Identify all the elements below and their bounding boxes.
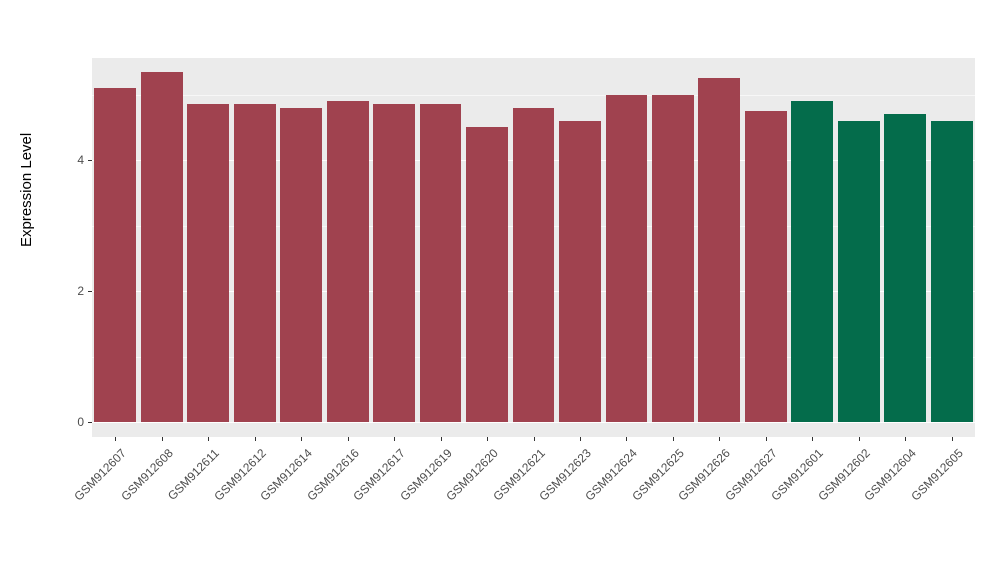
bar-GSM912625 <box>652 94 694 422</box>
bar-GSM912601 <box>791 101 834 422</box>
x-tick-mark <box>672 437 674 441</box>
y-tick-mark <box>88 422 92 423</box>
x-tick-mark <box>951 437 953 441</box>
y-tick-label: 0 <box>77 415 84 429</box>
bar-GSM912608 <box>140 71 183 422</box>
y-axis-label: Expression Level <box>18 132 35 247</box>
x-tick-mark <box>115 437 117 441</box>
x-tick-mark <box>347 437 349 441</box>
x-tick-mark <box>394 437 396 441</box>
bar-GSM912619 <box>419 104 462 422</box>
y-tick-label: 2 <box>77 284 84 298</box>
bar-GSM912612 <box>233 104 276 422</box>
x-tick-mark <box>301 437 303 441</box>
y-tick-mark <box>88 291 92 292</box>
x-tick-mark <box>533 437 535 441</box>
minor-gridline <box>92 94 975 96</box>
x-tick-mark <box>719 437 721 441</box>
x-tick-mark <box>254 437 256 441</box>
bar-GSM912604 <box>884 114 927 422</box>
bar-GSM912602 <box>837 120 880 422</box>
x-tick-mark <box>812 437 814 441</box>
x-tick-mark <box>161 437 163 441</box>
bar-GSM912627 <box>744 110 787 422</box>
x-tick-mark <box>579 437 581 441</box>
bar-GSM912614 <box>280 107 323 422</box>
bar-GSM912623 <box>559 120 601 422</box>
x-tick-mark <box>858 437 860 441</box>
bar-GSM912621 <box>512 107 555 422</box>
x-tick-mark <box>626 437 628 441</box>
major-gridline <box>92 422 975 423</box>
bar-GSM912616 <box>326 101 369 422</box>
bar-GSM912620 <box>466 127 508 422</box>
bar-GSM912624 <box>605 94 648 422</box>
x-tick-mark <box>440 437 442 441</box>
bar-GSM912611 <box>187 104 230 422</box>
bar-GSM912605 <box>930 120 973 422</box>
plot-panel <box>92 58 975 437</box>
y-tick-mark <box>88 160 92 161</box>
x-tick-mark <box>765 437 767 441</box>
x-tick-mark <box>905 437 907 441</box>
bar-GSM912617 <box>373 104 415 422</box>
x-tick-mark <box>208 437 210 441</box>
bar-GSM912607 <box>94 87 137 422</box>
bar-GSM912626 <box>698 78 741 422</box>
y-tick-label: 4 <box>77 153 84 167</box>
x-tick-mark <box>487 437 489 441</box>
